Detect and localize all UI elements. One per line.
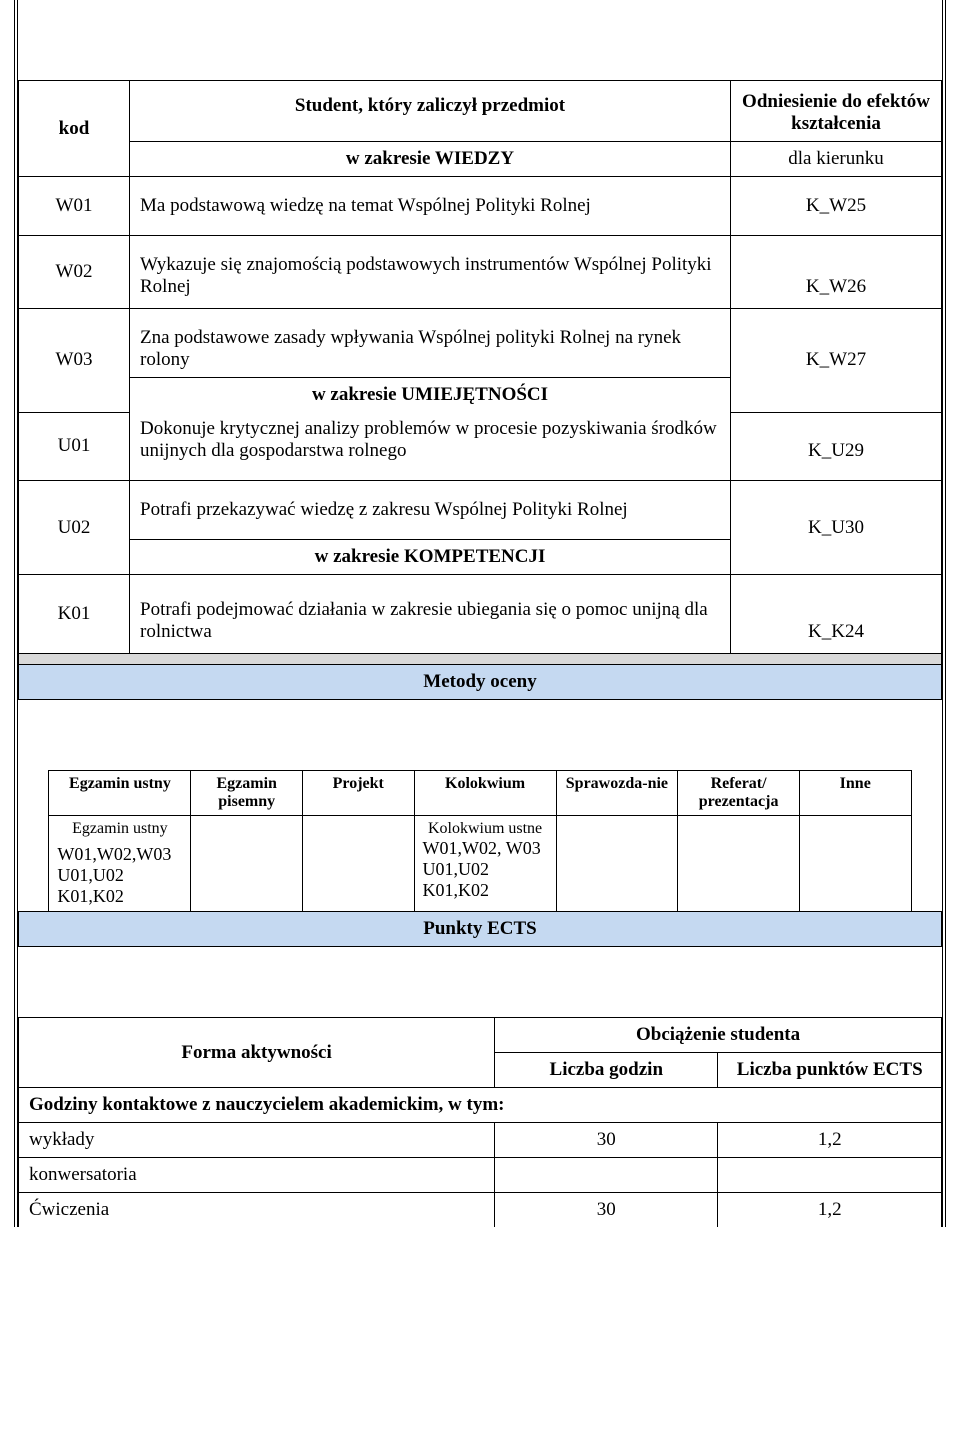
load-r1: wykłady 30 1,2 [19,1123,942,1158]
band-metody: Metody oceny [19,665,942,700]
code-w01: W01 [19,177,130,236]
ref-w03: K_W27 [731,309,942,413]
load-r2-h [495,1158,718,1193]
load-r3-label: Ćwiczenia [19,1193,495,1228]
assess-c2 [191,816,303,912]
assess-c5 [556,816,678,912]
row-u01: U01 Dokonuje krytycznej analizy problemó… [19,412,942,481]
ref-k01: K_K24 [731,575,942,654]
load-r3: Ćwiczenia 30 1,2 [19,1193,942,1228]
assessment-table: Egzamin ustny Egzamin pisemny Projekt Ko… [18,770,942,947]
load-r3-e: 1,2 [718,1193,942,1228]
assess-h4: Kolokwium [414,771,556,816]
desc-u02: Potrafi przekazywać wiedzę z zakresu Wsp… [130,481,731,540]
row-w03: W03 Zna podstawowe zasady wpływania Wspó… [19,309,942,378]
load-contact: Godziny kontaktowe z nauczycielem akadem… [19,1088,942,1123]
row-w01: W01 Ma podstawową wiedzę na temat Wspóln… [19,177,942,236]
code-k01: K01 [19,575,130,654]
row-w02: W02 Wykazuje się znajomością podstawowyc… [19,236,942,309]
row-band-metody: Metody oceny [19,665,942,700]
desc-u01: Dokonuje krytycznej analizy problemów w … [130,412,731,481]
load-r2-label: konwersatoria [19,1158,495,1193]
assess-c1-label: Egzamin ustny [57,820,182,838]
load-header-1: Forma aktywności Obciążenie studenta [19,1018,942,1053]
header-ref-title: Odniesienie do efektów kształcenia [731,81,942,142]
page-frame: kod Student, który zaliczył przedmiot Od… [14,0,946,1227]
code-u02: U02 [19,481,130,575]
load-godz: Liczba godzin [495,1053,718,1088]
assess-h6: Referat/ prezentacja [678,771,800,816]
row-gray-gap [19,654,942,665]
header-student: Student, który zaliczył przedmiot [130,81,731,142]
band-punkty: Punkty ECTS [19,912,942,947]
desc-w02: Wykazuje się znajomością podstawowych in… [130,236,731,309]
ref-w01: K_W25 [731,177,942,236]
assess-c6 [678,816,800,912]
assess-c1-body: W01,W02,W03 U01,U02 K01,K02 [57,838,182,907]
load-contact-row: Godziny kontaktowe z nauczycielem akadem… [19,1088,942,1123]
assess-c4: Kolokwium ustne W01,W02, W03 U01,U02 K01… [414,816,556,912]
ref-w02: K_W26 [731,236,942,309]
assess-h3: Projekt [302,771,414,816]
load-r1-h: 30 [495,1123,718,1158]
desc-k01: Potrafi podejmować działania w zakresie … [130,575,731,654]
desc-w01: Ma podstawową wiedzę na temat Wspólnej P… [130,177,731,236]
header-scope-w: w zakresie WIEDZY [130,142,731,177]
load-r1-e: 1,2 [718,1123,942,1158]
ref-u01: K_U29 [731,412,942,481]
mid-spacer [18,700,942,770]
load-r1-label: wykłady [19,1123,495,1158]
code-w03: W03 [19,309,130,413]
assess-header-row: Egzamin ustny Egzamin pisemny Projekt Ko… [19,771,942,816]
assess-h1: Egzamin ustny [49,771,191,816]
load-obc: Obciążenie studenta [495,1018,942,1053]
code-u01: U01 [19,412,130,481]
header-ref-sub: dla kierunku [731,142,942,177]
header-kod: kod [19,81,130,177]
assess-c7 [799,816,911,912]
row-u02: U02 Potrafi przekazywać wiedzę z zakresu… [19,481,942,540]
assess-c4-body: W01,W02, W03 U01,U02 K01,K02 [423,838,548,901]
load-r2-e [718,1158,942,1193]
section-k-header: w zakresie KOMPETENCJI [130,540,731,575]
top-spacer [18,0,942,80]
assess-h5: Sprawozda-nie [556,771,678,816]
assess-h7: Inne [799,771,911,816]
assess-c4-label: Kolokwium ustne [423,820,548,838]
assess-c1: Egzamin ustny W01,W02,W03 U01,U02 K01,K0… [49,816,191,912]
desc-w03: Zna podstawowe zasady wpływania Wspólnej… [130,309,731,378]
ref-u02: K_U30 [731,481,942,575]
table-header-row-2: w zakresie WIEDZY dla kierunku [19,142,942,177]
load-r2: konwersatoria [19,1158,942,1193]
load-spacer [18,947,942,1017]
load-ects: Liczba punktów ECTS [718,1053,942,1088]
load-r3-h: 30 [495,1193,718,1228]
code-w02: W02 [19,236,130,309]
assess-data-row: Egzamin ustny W01,W02,W03 U01,U02 K01,K0… [19,816,942,912]
table-header-row: kod Student, który zaliczył przedmiot Od… [19,81,942,142]
row-k01: K01 Potrafi podejmować działania w zakre… [19,575,942,654]
row-band-punkty: Punkty ECTS [19,912,942,947]
assess-c3 [302,816,414,912]
load-table: Forma aktywności Obciążenie studenta Lic… [18,1017,942,1227]
load-forma: Forma aktywności [19,1018,495,1088]
assess-h2: Egzamin pisemny [191,771,303,816]
section-u-header: w zakresie UMIEJĘTNOŚCI [130,378,731,413]
outcomes-table: kod Student, który zaliczył przedmiot Od… [18,80,942,700]
